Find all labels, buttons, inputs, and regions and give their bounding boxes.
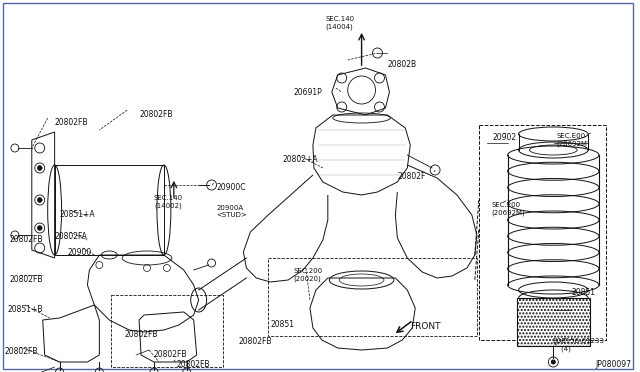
Text: 20802F: 20802F	[397, 172, 426, 181]
Circle shape	[37, 166, 42, 170]
Text: 20802FB: 20802FB	[5, 347, 38, 356]
Text: 20802FB: 20802FB	[54, 118, 88, 127]
Text: 20802B: 20802B	[387, 60, 417, 69]
Text: 20691P: 20691P	[293, 88, 322, 97]
Text: 20902: 20902	[493, 133, 517, 142]
Circle shape	[37, 198, 42, 202]
Text: 20851+B: 20851+B	[8, 305, 44, 314]
Text: 20851: 20851	[572, 288, 595, 297]
Text: 20802FB: 20802FB	[177, 360, 211, 369]
Bar	[54, 165, 164, 255]
Text: 20802FB: 20802FB	[124, 330, 157, 339]
Text: SEC.140
(14004): SEC.140 (14004)	[326, 16, 355, 29]
Text: 20802FB: 20802FB	[239, 337, 272, 346]
Text: 20802FA: 20802FA	[54, 232, 88, 241]
Text: JP080097: JP080097	[595, 360, 631, 369]
Text: SEC.200
(20692M): SEC.200 (20692M)	[492, 202, 525, 215]
Circle shape	[551, 359, 556, 365]
Circle shape	[37, 225, 42, 231]
Text: 20802+A: 20802+A	[282, 155, 317, 164]
Text: B08156-61233
    (4): B08156-61233 (4)	[552, 338, 604, 352]
Text: 20802FB: 20802FB	[10, 275, 44, 284]
Bar	[111, 295, 223, 367]
Text: 20900A
<STUD>: 20900A <STUD>	[216, 205, 247, 218]
Text: 20802FB: 20802FB	[10, 235, 44, 244]
Text: 20802FB: 20802FB	[139, 110, 173, 119]
Bar	[268, 258, 477, 336]
Text: SEC.E00
(20692M): SEC.E00 (20692M)	[556, 133, 590, 147]
Text: 20900C: 20900C	[216, 183, 246, 192]
Text: 20900: 20900	[68, 248, 92, 257]
Text: SEC.200
(20020): SEC.200 (20020)	[293, 268, 322, 282]
Text: SEC.140
(14002): SEC.140 (14002)	[154, 195, 183, 208]
Bar	[479, 125, 606, 340]
Text: 20851: 20851	[270, 320, 294, 329]
Text: FRONT: FRONT	[410, 322, 441, 331]
Text: 20802FB: 20802FB	[154, 350, 188, 359]
Text: 20851+A: 20851+A	[60, 210, 95, 219]
Bar	[516, 298, 590, 346]
